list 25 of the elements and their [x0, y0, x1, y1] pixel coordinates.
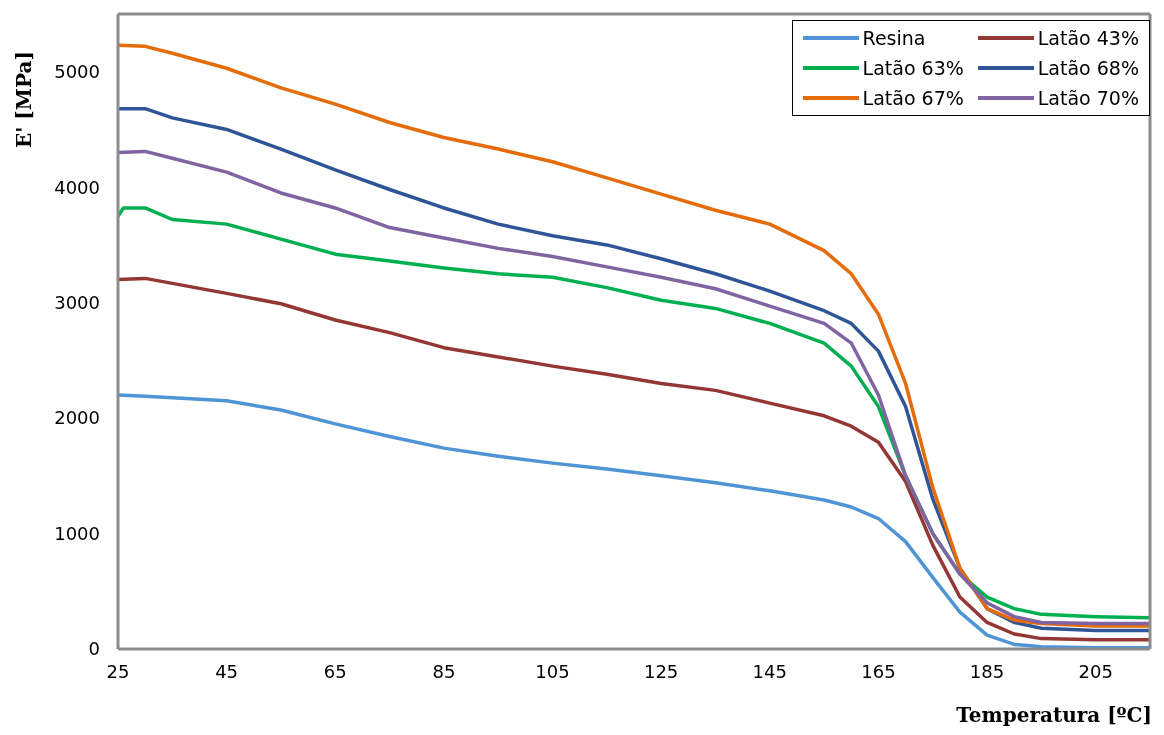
legend-label: Resina	[862, 27, 926, 49]
legend-label: Latão 63%	[862, 57, 964, 79]
y-axis-title: E' [MPa]	[12, 51, 36, 148]
x-tick-label: 125	[643, 660, 679, 682]
y-tick-label: 1000	[54, 522, 100, 544]
legend-label: Latão 67%	[862, 87, 964, 109]
x-tick-label: 65	[323, 660, 347, 682]
x-tick-label: 45	[215, 660, 239, 682]
line-series	[118, 276, 1150, 642]
y-tick-label: 5000	[54, 61, 100, 83]
x-tick-label: 145	[752, 660, 787, 682]
x-tick-label: 165	[861, 660, 896, 682]
x-axis-title: Temperatura [ºC]	[956, 703, 1152, 727]
legend-label: Latão 68%	[1037, 57, 1139, 79]
x-tick-label: 85	[432, 660, 456, 682]
x-tick-label: 25	[106, 660, 130, 682]
y-tick-label: 0	[88, 638, 100, 660]
x-tick-label: 105	[535, 660, 570, 682]
y-tick-label: 4000	[54, 176, 100, 198]
y-tick-label: 2000	[54, 407, 100, 429]
x-tick-label: 185	[969, 660, 1005, 682]
legend-label: Latão 43%	[1037, 27, 1139, 49]
y-tick-label: 3000	[54, 292, 100, 314]
x-tick-label: 205	[1078, 660, 1113, 682]
legend-label: Latão 70%	[1037, 87, 1139, 109]
